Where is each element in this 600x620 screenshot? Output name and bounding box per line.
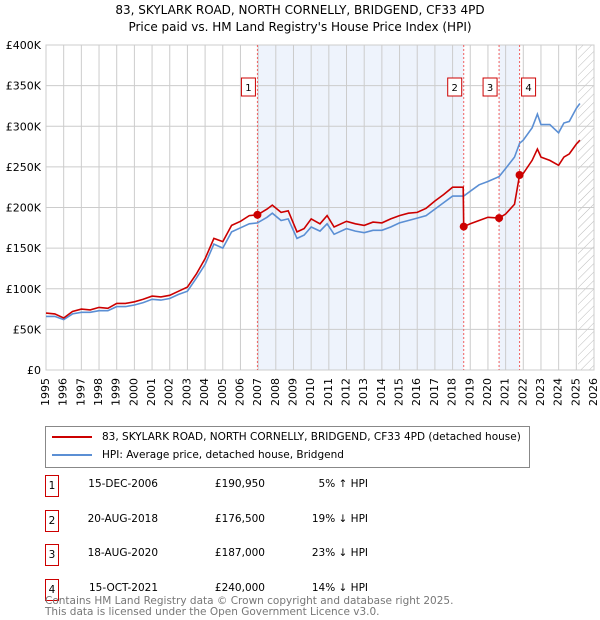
- sale-row: 1 15-DEC-2006 £190,950 5% ↑ HPI: [45, 475, 445, 497]
- x-tick-label: 2015: [393, 378, 406, 406]
- footer-line2: This data is licensed under the Open Gov…: [45, 606, 380, 618]
- x-tick-label: 2006: [233, 378, 246, 406]
- legend-item-hpi: HPI: Average price, detached house, Brid…: [52, 449, 344, 461]
- x-tick-label: 2011: [322, 378, 335, 406]
- x-tick-label: 2021: [499, 378, 512, 406]
- sale-point: [459, 222, 468, 231]
- legend-item-property: 83, SKYLARK ROAD, NORTH CORNELLY, BRIDGE…: [52, 431, 521, 443]
- sale-number-badge: 2: [45, 509, 59, 532]
- sale-hpi-diff: 23% ↓ HPI: [311, 547, 368, 559]
- sale-date: 18-AUG-2020: [87, 547, 158, 559]
- sale-row: 2 20-AUG-2018 £176,500 19% ↓ HPI: [45, 509, 445, 532]
- sale-label-number: 3: [487, 83, 493, 94]
- legend-label: HPI: Average price, detached house, Brid…: [102, 449, 344, 461]
- sale-price: £187,000: [214, 547, 265, 559]
- property-line: [45, 139, 581, 319]
- x-tick-label: 1995: [39, 378, 52, 406]
- sale-number-badge: 3: [45, 544, 59, 566]
- sale-date: 15-DEC-2006: [88, 478, 158, 490]
- legend-swatch-blue: [52, 454, 92, 456]
- x-tick-label: 2012: [340, 378, 353, 406]
- y-tick-label: £0: [27, 364, 41, 377]
- sale-label-box: [240, 77, 256, 97]
- sale-point: [253, 210, 262, 219]
- x-tick-label: 2018: [446, 378, 459, 406]
- hpi-line: [46, 103, 581, 321]
- x-tick-label: 2004: [198, 378, 211, 406]
- x-tick-label: 2013: [357, 378, 370, 406]
- y-tick-label: £400K: [6, 39, 42, 52]
- sale-date: 20-AUG-2018: [87, 512, 158, 525]
- sale-price: £240,000: [214, 581, 265, 594]
- sale-label-number: 2: [452, 83, 458, 94]
- y-tick-label: £100K: [6, 283, 42, 296]
- price-chart: 1995 1996 1997 1998 1999 2000 2001 2002 2003 2004…: [6, 39, 600, 406]
- sale-label-number: 4: [525, 83, 531, 94]
- x-tick-label: 2008: [269, 378, 282, 406]
- sale-number-badge: 4: [45, 578, 59, 601]
- sale-row: 3 18-AUG-2020 £187,000 23% ↓ HPI: [45, 544, 445, 566]
- x-tick-label: 2017: [428, 378, 441, 406]
- sale-row: 4 15-OCT-2021 £240,000 14% ↓ HPI: [45, 578, 445, 601]
- x-tick-label: 1997: [74, 378, 87, 406]
- x-tick-label: 2022: [516, 378, 529, 406]
- x-tick-label: 2001: [145, 378, 158, 406]
- x-tick-label: 2025: [569, 378, 582, 406]
- sale-number-badge: 1: [45, 475, 59, 497]
- legend-swatch-red: [52, 436, 92, 438]
- x-tick-label: 2024: [552, 378, 565, 406]
- sale-price: £190,950: [214, 478, 265, 490]
- x-tick-label: 2020: [481, 378, 494, 406]
- legend-label: 83, SKYLARK ROAD, NORTH CORNELLY, BRIDGE…: [102, 431, 521, 443]
- sale-point: [495, 214, 504, 223]
- sale-price: £176,500: [214, 512, 265, 525]
- chart-title: 83, SKYLARK ROAD, NORTH CORNELLY, BRIDGE…: [115, 3, 485, 17]
- x-tick-label: 2026: [587, 378, 600, 406]
- x-tick-label: 1996: [57, 378, 70, 406]
- x-tick-label: 2014: [375, 378, 388, 406]
- legend: 83, SKYLARK ROAD, NORTH CORNELLY, BRIDGE…: [45, 426, 530, 468]
- x-tick-label: 1998: [92, 378, 105, 406]
- x-tick-label: 2005: [216, 378, 229, 406]
- x-tick-label: 2009: [286, 378, 299, 406]
- y-tick-label: £250K: [6, 161, 42, 174]
- plot-border: [45, 44, 595, 371]
- x-tick-label: 2007: [251, 378, 264, 406]
- sale-hpi-diff: 5% ↑ HPI: [318, 478, 368, 490]
- chart-subtitle: Price paid vs. HM Land Registry's House …: [128, 20, 472, 34]
- sale-label-box: [521, 77, 537, 97]
- y-tick-label: £350K: [6, 80, 42, 93]
- y-tick-label: £50K: [13, 323, 42, 336]
- y-tick-label: £150K: [6, 242, 42, 255]
- sale-point: [515, 171, 524, 179]
- x-tick-label: 2023: [534, 378, 547, 406]
- sale-date: 15-OCT-2021: [89, 581, 158, 594]
- sale-label-box: [447, 77, 463, 97]
- y-tick-label: £200K: [6, 202, 42, 215]
- x-tick-label: 2002: [163, 378, 176, 406]
- x-tick-label: 2016: [410, 378, 423, 406]
- x-tick-label: 1999: [110, 378, 123, 406]
- x-tick-label: 2010: [304, 378, 317, 406]
- x-tick-label: 2019: [463, 378, 476, 406]
- footer-line1: Contains HM Land Registry data © Crown c…: [45, 595, 454, 607]
- sale-label-number: 1: [245, 83, 251, 94]
- y-tick-label: £300K: [6, 120, 42, 133]
- x-tick-label: 2000: [127, 378, 140, 406]
- sale-label-box: [482, 77, 498, 97]
- sale-hpi-diff: 14% ↓ HPI: [311, 581, 368, 594]
- sale-hpi-diff: 19% ↓ HPI: [311, 512, 368, 525]
- x-tick-label: 2003: [180, 378, 193, 406]
